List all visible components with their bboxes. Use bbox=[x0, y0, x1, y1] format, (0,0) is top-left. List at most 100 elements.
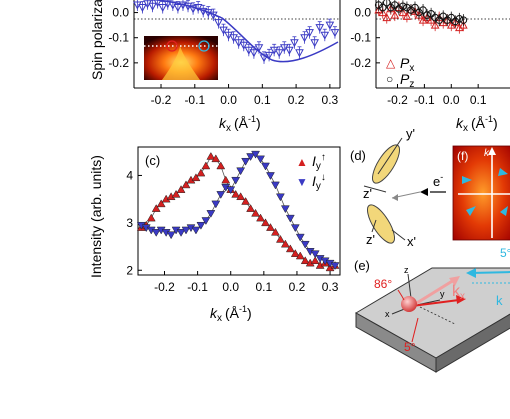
data-point bbox=[315, 24, 325, 33]
data-point bbox=[214, 19, 223, 28]
y-axis-label-tl: Spin polarization bbox=[89, 0, 105, 80]
data-point bbox=[266, 172, 275, 180]
label-zprime-bottom: z' bbox=[366, 232, 375, 247]
data-point bbox=[261, 218, 270, 227]
y-tick-label: -0.1 bbox=[108, 31, 129, 45]
orbital-lobe-top bbox=[372, 144, 400, 184]
data-point-pz bbox=[451, 17, 460, 26]
data-point bbox=[176, 185, 186, 193]
data-point bbox=[270, 181, 280, 190]
x-axis-label-c: kx (Å-1) bbox=[210, 304, 252, 324]
data-point bbox=[231, 189, 241, 198]
data-point-pz bbox=[391, 1, 399, 9]
data-point-px bbox=[382, 13, 392, 22]
legend-tr: △ Px ○ Pz bbox=[386, 55, 414, 90]
cyan-arrow-3 bbox=[466, 206, 476, 216]
sample-slab-front bbox=[435, 313, 510, 373]
x-tick-label: 0.3 bbox=[322, 93, 339, 107]
x-tick-label: 0.0 bbox=[222, 280, 239, 294]
data-point bbox=[300, 34, 309, 43]
label-5deg-cyan: 5° bbox=[500, 246, 510, 260]
data-series-tr bbox=[374, 0, 468, 34]
cyan-arrow-2 bbox=[498, 168, 508, 176]
label-axis-y: y bbox=[440, 289, 445, 299]
data-point bbox=[295, 49, 304, 58]
y-tick-label: 0.0 bbox=[112, 6, 129, 20]
axis-zprime-top bbox=[363, 185, 387, 193]
data-point bbox=[290, 249, 300, 257]
panel-c: (c) 4 3 2 -0.2 -0.1 0.0 0.1 0.2 0.3 ▲ Iy↑ ▼ Iy↓… bbox=[88, 146, 341, 324]
image-panel-f: (f) k bbox=[452, 145, 510, 241]
data-point bbox=[320, 31, 330, 40]
data-point bbox=[325, 21, 335, 30]
y-axis-label-c: Intensity (arb. units) bbox=[88, 155, 104, 278]
data-point bbox=[310, 250, 320, 259]
x-tick-label: -0.1 bbox=[187, 280, 208, 294]
data-point-px bbox=[402, 11, 412, 20]
data-point-pz bbox=[455, 15, 464, 23]
label-xprime: x' bbox=[407, 234, 416, 249]
label-86deg: 86° bbox=[374, 277, 392, 291]
data-point bbox=[156, 199, 166, 208]
label-axis-z: z bbox=[404, 265, 409, 275]
data-point bbox=[295, 251, 305, 260]
data-point bbox=[275, 193, 285, 202]
data-point bbox=[300, 240, 310, 249]
y-ticks-tl: 0.0 -0.1 -0.2 bbox=[108, 6, 138, 70]
data-point bbox=[264, 51, 274, 60]
data-point-px bbox=[390, 10, 400, 19]
data-point-pz bbox=[439, 12, 448, 21]
x-axis-label-tl: kx (Å-1) bbox=[219, 114, 261, 134]
y-tick-label: 3 bbox=[126, 216, 133, 230]
diagram-e: (e) 5° k z x y kx 86° 5° bbox=[354, 246, 510, 373]
data-point bbox=[206, 210, 216, 218]
legend-pz-symbol: ○ bbox=[386, 72, 393, 86]
data-point bbox=[256, 155, 265, 164]
data-point-pz bbox=[415, 8, 423, 17]
panel-label-c: (c) bbox=[145, 153, 160, 168]
data-point bbox=[251, 150, 260, 159]
orbital-lobe-bottom bbox=[367, 204, 395, 244]
data-point-pz bbox=[427, 10, 435, 18]
label-zprime-top: z' bbox=[363, 186, 372, 201]
data-point bbox=[231, 176, 241, 185]
data-point bbox=[198, 7, 208, 16]
data-point-pz bbox=[419, 6, 427, 14]
data-point bbox=[153, 0, 162, 8]
data-point bbox=[211, 154, 221, 163]
y-tick-label: 4 bbox=[126, 168, 133, 182]
data-point bbox=[163, 0, 173, 9]
data-point bbox=[148, 2, 157, 11]
data-point bbox=[229, 34, 238, 43]
data-point bbox=[171, 189, 181, 198]
data-point bbox=[191, 226, 201, 235]
data-point bbox=[206, 151, 216, 160]
diagram-d: (d) y' z' e- z' x' bbox=[350, 126, 446, 249]
data-point-pz bbox=[431, 13, 439, 22]
data-point-pz bbox=[382, 0, 391, 7]
plot-frame-c bbox=[137, 146, 341, 276]
data-point-pz bbox=[411, 3, 419, 12]
x-tick-label: 0.2 bbox=[288, 93, 305, 107]
data-point bbox=[226, 186, 236, 195]
data-point bbox=[274, 49, 284, 58]
x-tick-label: -0.1 bbox=[184, 93, 205, 107]
data-point bbox=[285, 244, 295, 253]
x-tick-label: 0.1 bbox=[470, 93, 487, 107]
pink-beam-e bbox=[411, 278, 455, 308]
series-line bbox=[141, 155, 336, 269]
data-point bbox=[151, 229, 161, 237]
data-point bbox=[151, 204, 161, 212]
legend-px-label: Px bbox=[400, 55, 414, 74]
electron-sphere bbox=[401, 296, 417, 312]
data-point bbox=[138, 4, 147, 13]
y-tick-label: 0.0 bbox=[354, 6, 371, 20]
data-point-pz bbox=[447, 13, 456, 22]
x-tick-label: -0.2 bbox=[387, 93, 408, 107]
cyan-beam-e bbox=[469, 271, 510, 274]
y-tick-label: -0.2 bbox=[350, 56, 371, 70]
x-tick-label: 0.2 bbox=[289, 280, 306, 294]
x-ticks-c: -0.2 -0.1 0.0 0.1 0.2 0.3 bbox=[154, 271, 339, 294]
data-point bbox=[216, 191, 226, 199]
